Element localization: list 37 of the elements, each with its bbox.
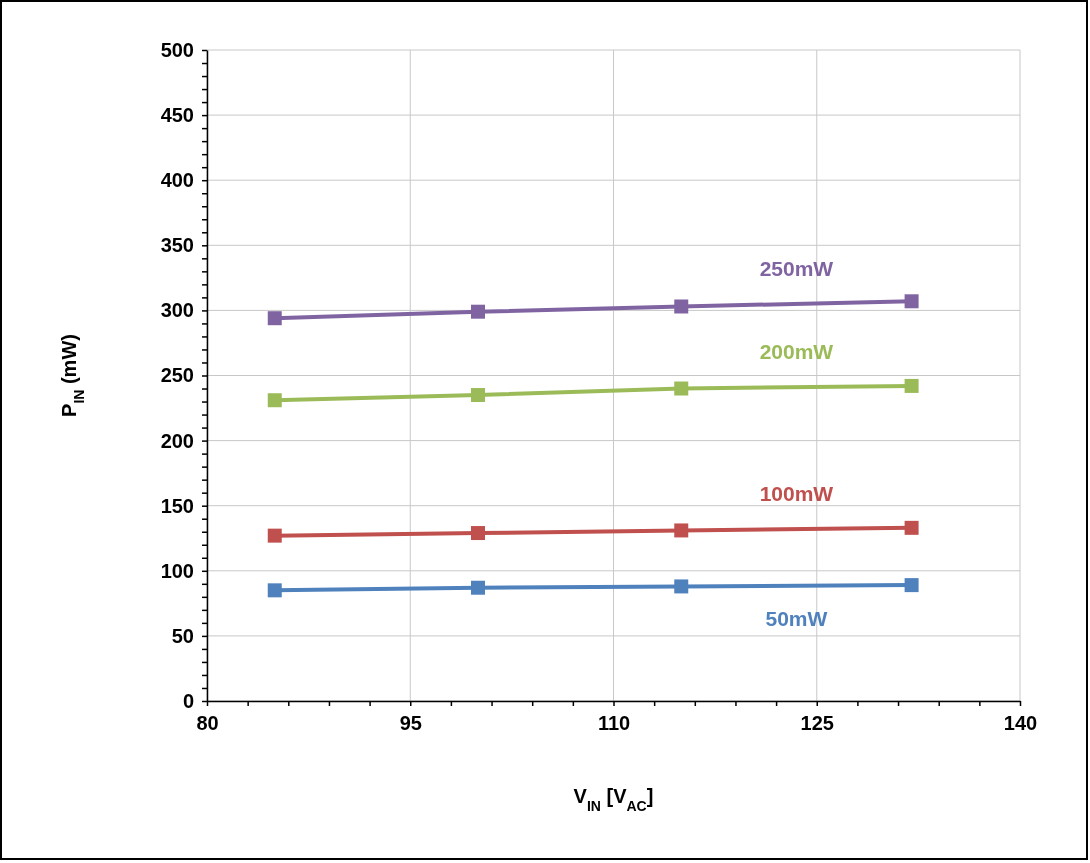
y-tick-label: 500 bbox=[160, 38, 194, 61]
y-tick-label: 300 bbox=[160, 299, 194, 322]
point bbox=[904, 520, 919, 535]
point bbox=[904, 578, 919, 593]
point bbox=[904, 294, 919, 309]
y-tick-label: 450 bbox=[160, 104, 194, 126]
point bbox=[267, 528, 282, 543]
y-tick-label: 200 bbox=[160, 429, 194, 452]
x-axis-title: V$_{IN}$ [V$_{AC}$] bbox=[573, 785, 654, 814]
x-tick-label: 110 bbox=[597, 712, 631, 735]
point bbox=[674, 523, 689, 538]
point bbox=[267, 311, 282, 326]
x-tick-label: 125 bbox=[800, 712, 834, 735]
point bbox=[674, 299, 689, 314]
x-tick-label: 140 bbox=[1003, 712, 1038, 735]
y-tick-label: 50 bbox=[171, 624, 194, 647]
x-tick-label: 80 bbox=[196, 712, 219, 735]
point bbox=[471, 580, 485, 595]
y-tick-label: 0 bbox=[182, 689, 194, 712]
point bbox=[471, 388, 485, 403]
point bbox=[267, 583, 282, 598]
point bbox=[674, 381, 689, 396]
point bbox=[471, 304, 485, 319]
y-tick-label: 100 bbox=[160, 559, 194, 582]
y-tick-label: 400 bbox=[160, 169, 194, 192]
series-label: 100mW bbox=[759, 482, 834, 506]
series-label: 200mW bbox=[759, 340, 834, 364]
point bbox=[904, 378, 919, 393]
y-tick-label: 150 bbox=[160, 494, 194, 517]
point bbox=[471, 526, 485, 541]
point bbox=[267, 393, 282, 408]
y-tick-label: 350 bbox=[160, 234, 194, 257]
y-tick-label: 250 bbox=[160, 364, 194, 387]
series-label: 250mW bbox=[759, 256, 834, 280]
x-tick-label: 95 bbox=[399, 712, 422, 735]
point bbox=[674, 579, 689, 594]
series-label: 50mW bbox=[765, 606, 828, 630]
